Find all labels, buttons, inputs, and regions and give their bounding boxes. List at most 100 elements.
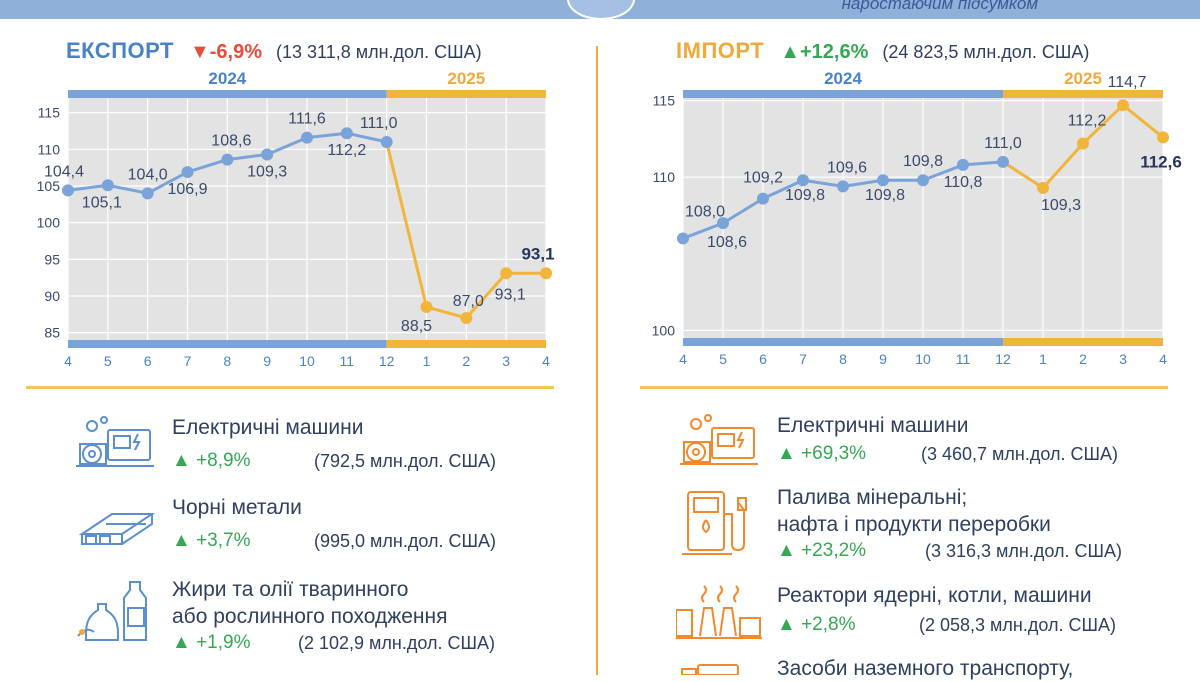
data-label: 111,0 — [360, 115, 398, 132]
y-tick-label: 115 — [653, 93, 676, 109]
data-point — [757, 192, 769, 205]
year-band — [386, 90, 546, 98]
year-label: 2025 — [1064, 69, 1102, 88]
series-segment — [802, 178, 844, 188]
data-label: 105,1 — [82, 194, 122, 211]
x-tick-label: 11 — [956, 351, 971, 367]
data-label: 110,8 — [944, 174, 983, 191]
y-tick-label: 110 — [38, 141, 61, 157]
import-item-amount: (3 460,7 млн.дол. США) — [921, 444, 1118, 464]
y-tick-label: 110 — [653, 169, 676, 185]
steel-beams-icon — [78, 513, 156, 545]
year-band — [1003, 90, 1163, 98]
data-label: 108,0 — [685, 203, 725, 220]
y-tick-label: 95 — [44, 251, 60, 267]
data-point — [997, 155, 1009, 168]
fuel-pump-icon — [682, 491, 747, 555]
month-band — [683, 338, 1003, 346]
import-title: ІМПОРТ — [676, 38, 765, 63]
data-point — [261, 148, 274, 161]
data-label: 109,3 — [1041, 197, 1081, 214]
x-tick-label: 6 — [759, 351, 767, 367]
export-header: ЕКСПОРТ ▼-6,9% (13 311,8 млн.дол. США) — [66, 38, 482, 64]
series-segment — [762, 178, 804, 200]
x-tick-label: 4 — [64, 353, 72, 369]
year-label: 2024 — [824, 69, 862, 88]
export-chart-wrap: 85 90 95 100 105 110 115 2024 2025 4 5 6 7 8 9 10 11 12 1 2… — [0, 66, 590, 391]
x-tick-label: 7 — [799, 351, 807, 367]
x-tick-label: 2 — [462, 353, 470, 369]
data-label: 93,1 — [495, 286, 526, 303]
data-label: 108,6 — [707, 234, 747, 251]
export-item-amount: (995,0 млн.дол. США) — [314, 531, 496, 551]
x-tick-label: 9 — [879, 351, 887, 367]
data-point — [141, 187, 154, 200]
data-label: 109,8 — [865, 187, 905, 204]
x-tick-label: 6 — [144, 353, 152, 369]
y-tick-label: 100 — [37, 215, 61, 231]
banner-subtitle: наростаючим підсумком — [841, 0, 1038, 13]
data-point — [101, 179, 114, 192]
export-item-name: Електричні машини — [172, 416, 364, 439]
export-separator — [26, 386, 554, 389]
data-point — [221, 153, 234, 166]
data-point — [420, 301, 433, 313]
data-label: 114,7 — [1108, 74, 1147, 91]
export-total: (13 311,8 млн.дол. США) — [276, 42, 482, 62]
series-segment — [107, 183, 148, 195]
data-point — [877, 174, 889, 187]
x-tick-label: 4 — [542, 353, 550, 369]
panel-divider — [596, 46, 598, 675]
data-point — [540, 267, 552, 280]
export-change: ▼-6,9% — [189, 41, 262, 63]
x-tick-label: 10 — [915, 351, 931, 367]
y-tick-label: 105 — [37, 178, 61, 194]
emblem-icon — [567, 0, 635, 20]
series-segment — [227, 152, 268, 162]
data-point — [1077, 137, 1089, 150]
series-segment — [842, 178, 884, 188]
series-segment — [346, 131, 387, 144]
import-item-name: Засоби наземного транспорту, — [777, 657, 1074, 680]
data-label: 104,4 — [44, 163, 84, 180]
data-point — [957, 158, 969, 171]
x-tick-label: 2 — [1079, 351, 1087, 367]
import-item-amount: (3 316,3 млн.дол. США) — [925, 541, 1122, 561]
x-tick-label: 11 — [340, 353, 355, 369]
data-label: 109,6 — [827, 159, 867, 176]
y-tick-label: 115 — [38, 105, 61, 121]
series-segment — [146, 170, 189, 195]
series-segment — [1041, 142, 1085, 189]
import-item-pct: ▲ +2,8% — [777, 614, 856, 635]
import-item-name: Електричні машини — [777, 414, 969, 437]
x-tick-label: 12 — [379, 353, 395, 369]
data-label: 108,6 — [211, 133, 251, 150]
x-tick-label: 10 — [299, 353, 315, 369]
import-item-amount: (2 058,3 млн.дол. США) — [919, 615, 1116, 635]
electric-machine-icon — [680, 414, 758, 465]
data-label: 109,3 — [247, 163, 287, 180]
data-label: 109,2 — [743, 170, 783, 187]
data-point — [1117, 99, 1129, 112]
export-item-pct: ▲ +8,9% — [172, 450, 251, 471]
electric-machine-icon — [76, 416, 154, 467]
import-change: ▲+12,6% — [780, 41, 869, 63]
x-tick-label: 7 — [184, 353, 192, 369]
series-segment — [962, 160, 1004, 167]
export-item-amount: (792,5 млн.дол. США) — [314, 451, 496, 471]
data-label: 104,0 — [128, 166, 168, 183]
data-point — [717, 217, 729, 230]
data-point — [1037, 181, 1049, 194]
data-label: 106,9 — [167, 181, 207, 198]
import-item-name: Реактори ядерні, котли, машини — [777, 584, 1092, 607]
x-tick-label: 3 — [1119, 351, 1127, 367]
series-segment — [67, 183, 109, 192]
export-title: ЕКСПОРТ — [66, 38, 174, 63]
export-item-pct: ▲ +1,9% — [172, 632, 251, 653]
export-item-name: Чорні метали — [172, 496, 302, 519]
x-tick-label: 1 — [1039, 351, 1047, 367]
series-segment — [306, 131, 347, 140]
data-label: 111,0 — [984, 135, 1022, 152]
data-point — [181, 166, 194, 179]
y-tick-label: 90 — [44, 288, 60, 304]
